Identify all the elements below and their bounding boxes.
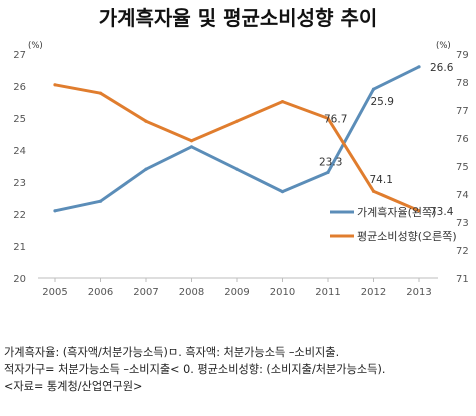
x-tick-label: 2006 (88, 287, 113, 298)
x-tick-label: 2012 (361, 287, 386, 298)
right-tick-label: 76 (456, 134, 469, 145)
data-label: 76.7 (324, 113, 347, 125)
x-tick-label: 2007 (133, 287, 158, 298)
legend-label-consumption: 평균소비성향(오른쪽) (357, 230, 457, 243)
right-axis-unit: (%) (436, 41, 451, 51)
data-point (98, 91, 103, 95)
right-tick-label: 77 (456, 106, 469, 117)
right-y-axis: (%) 71 72 73 74 75 76 77 78 79 (436, 41, 469, 285)
footnote-line: <자료= 통계청/산업연구원> (4, 380, 143, 393)
right-tick-label: 75 (456, 162, 469, 173)
data-point (326, 170, 330, 174)
footnote-line: 적자가구= 처분가능소득 –소비지출< 0. 평균소비성향: (소비지출/처분가… (4, 363, 386, 376)
data-point (189, 145, 194, 149)
left-tick-label: 21 (13, 242, 26, 253)
left-tick-label: 22 (13, 210, 26, 221)
x-axis: 2005 2006 2007 2008 2009 2010 2011 2012 2013 (38, 277, 438, 298)
chart-title: 가계흑자율 및 평균소비성향 추이 (98, 6, 378, 30)
data-point (326, 116, 330, 120)
data-point (417, 209, 421, 213)
data-point (189, 139, 194, 143)
series-layer: 23.3 25.9 26.6 76.7 74.1 73.4 (53, 62, 454, 218)
left-tick-label: 23 (13, 178, 26, 189)
left-axis-unit: (%) (28, 41, 43, 51)
right-tick-label: 71 (456, 274, 469, 285)
left-tick-label: 24 (13, 146, 26, 157)
x-tick-label: 2013 (406, 287, 431, 298)
right-tick-label: 78 (456, 78, 469, 89)
right-tick-label: 73 (456, 218, 469, 229)
data-label: 26.6 (430, 62, 454, 74)
legend-label-surplus: 가계흑자율(왼쪽) (357, 205, 436, 219)
x-tick-label: 2010 (270, 287, 295, 298)
left-tick-label: 27 (13, 50, 26, 61)
x-tick-label: 2005 (42, 287, 67, 298)
right-tick-label: 79 (456, 50, 469, 61)
data-label: 74.1 (370, 174, 393, 186)
line-chart: (%) 20 21 22 23 24 25 26 27 (%) 71 72 73 74 75 76 77 78 7… (13, 41, 469, 298)
data-point (280, 190, 285, 194)
data-point (235, 119, 239, 123)
left-tick-label: 26 (13, 82, 26, 93)
data-point (371, 189, 376, 193)
data-point (417, 65, 421, 69)
x-tick-label: 2009 (224, 287, 249, 298)
x-tick-label: 2008 (179, 287, 204, 298)
legend: 가계흑자율(왼쪽) 평균소비성향(오른쪽) (330, 205, 457, 243)
data-label: 23.3 (319, 156, 342, 168)
data-point (144, 119, 148, 123)
data-point (280, 100, 285, 104)
data-point (235, 167, 239, 171)
data-point (53, 209, 57, 213)
right-tick-label: 74 (456, 190, 469, 201)
household-surplus-line (53, 65, 421, 213)
data-point (371, 87, 376, 91)
data-label: 73.4 (430, 206, 454, 218)
data-point (53, 83, 57, 87)
footnote-line: 가계흑자율: (흑자액/처분가능소득)ㅁ. 흑자액: 처분가능소득 –소비지출. (4, 346, 340, 359)
left-y-axis: (%) 20 21 22 23 24 25 26 27 (13, 41, 42, 285)
footnotes: 가계흑자율: (흑자액/처분가능소득)ㅁ. 흑자액: 처분가능소득 –소비지출.… (4, 344, 474, 395)
left-tick-label: 25 (13, 114, 26, 125)
data-point (144, 167, 148, 171)
right-tick-label: 72 (456, 246, 469, 257)
x-tick-label: 2011 (315, 287, 340, 298)
data-label: 25.9 (371, 96, 394, 108)
left-tick-label: 20 (13, 274, 26, 285)
data-point (98, 199, 103, 203)
